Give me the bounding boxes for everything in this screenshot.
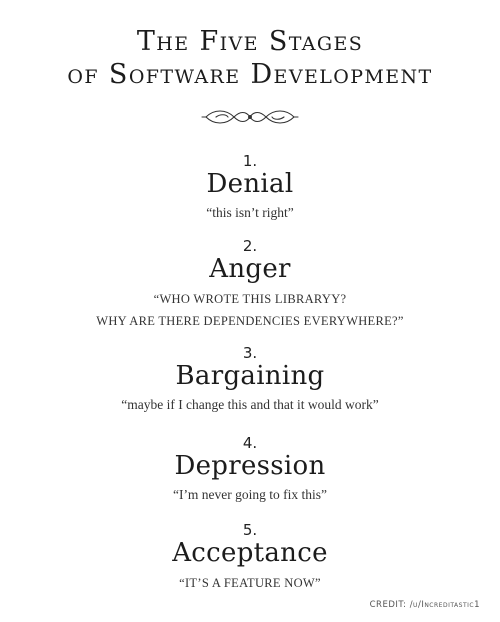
credit-text: CREDIT: /u/Increditastic1: [369, 600, 480, 610]
stage-quote: “maybe if I change this and that it woul…: [121, 397, 379, 412]
stage-acceptance: 5. Acceptance “IT’S A FEATURE NOW”: [0, 522, 500, 594]
stage-number: 2.: [242, 237, 258, 255]
stage-quote-line-1: “WHO WROTE THIS LIBRARYY?: [153, 292, 347, 306]
title-line-1: The Five Stages: [136, 26, 364, 57]
stage-number: 4.: [242, 434, 258, 452]
flourish-ornament-icon: [201, 110, 299, 124]
stage-name: Acceptance: [172, 538, 328, 568]
stage-bargaining: 3. Bargaining “maybe if I change this an…: [0, 345, 500, 415]
stage-quote: “IT’S A FEATURE NOW”: [179, 576, 321, 590]
stage-quote: “this isn’t right”: [206, 205, 294, 220]
stage-number: 1.: [242, 152, 258, 170]
stage-name: Depression: [174, 451, 326, 481]
stage-quote: “I’m never going to fix this”: [172, 487, 328, 502]
title-line-2: of Software Development: [67, 59, 433, 90]
stage-name: Anger: [209, 254, 291, 284]
stage-anger: 2. Anger “WHO WROTE THIS LIBRARYY? WHY A…: [0, 238, 500, 332]
stage-name: Denial: [206, 169, 294, 199]
stage-quote-line-2: WHY ARE THERE DEPENDENCIES EVERYWHERE?”: [96, 314, 404, 328]
stage-depression: 4. Depression “I’m never going to fix th…: [0, 435, 500, 505]
stage-name: Bargaining: [175, 361, 325, 391]
stage-denial: 1. Denial “this isn’t right”: [0, 153, 500, 223]
stage-number: 3.: [242, 344, 258, 362]
stage-number: 5.: [242, 521, 258, 539]
